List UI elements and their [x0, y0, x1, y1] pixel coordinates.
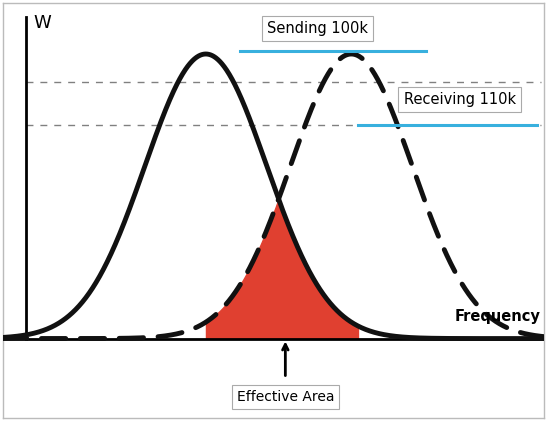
- Text: W: W: [33, 14, 51, 32]
- Text: Frequency: Frequency: [455, 309, 541, 324]
- Text: Effective Area: Effective Area: [237, 390, 334, 404]
- Text: Receiving 110k: Receiving 110k: [404, 92, 516, 107]
- Text: Sending 100k: Sending 100k: [267, 21, 368, 36]
